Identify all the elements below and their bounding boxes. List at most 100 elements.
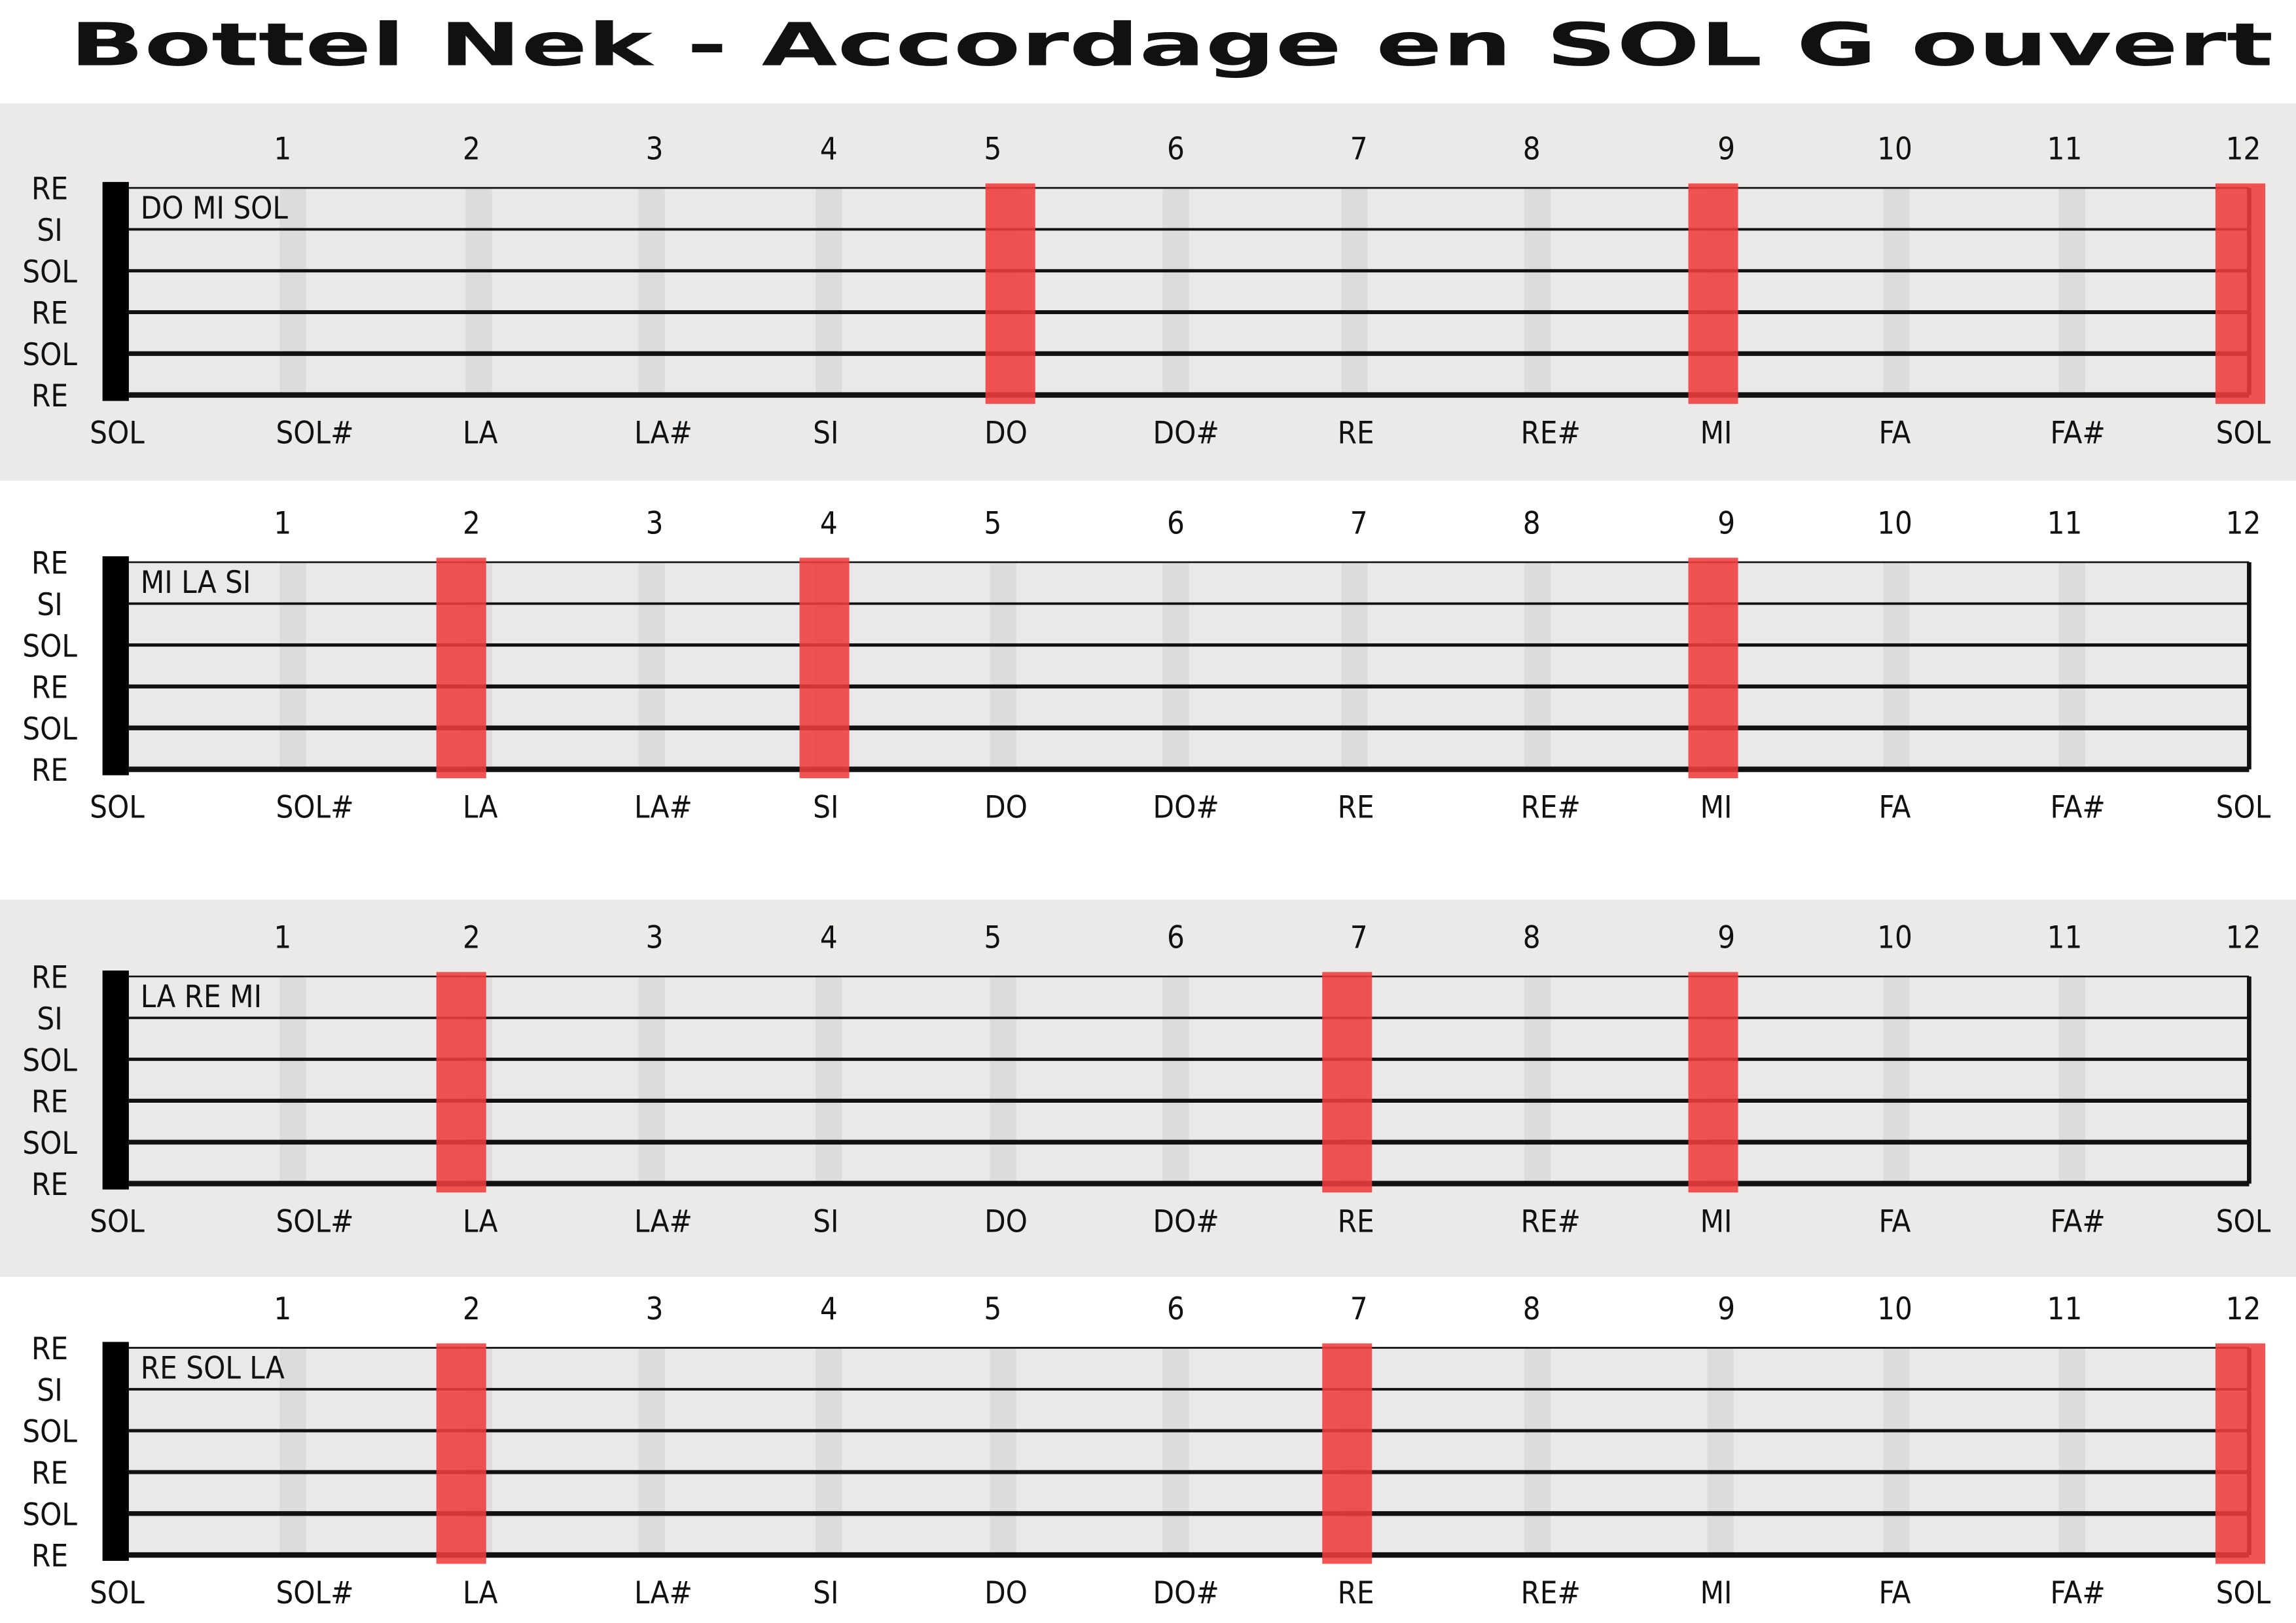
note-label: DO [984, 789, 1028, 825]
fret-marker [1524, 562, 1551, 770]
fret-number: 2 [463, 1291, 480, 1327]
fret-marker [1524, 188, 1551, 395]
fret-number: 11 [2047, 505, 2083, 541]
fret-marker [1883, 976, 1910, 1184]
fret-number: 9 [1717, 505, 1735, 541]
note-label: FA# [2050, 1204, 2105, 1240]
string-label: RE [31, 1455, 68, 1491]
fret-number: 2 [463, 919, 480, 955]
highlight [436, 972, 486, 1193]
string-label: RE [31, 378, 68, 414]
fret-marker [279, 188, 306, 395]
string-label: SOL [22, 1043, 77, 1079]
fret-number: 2 [463, 505, 480, 541]
note-label: RE [1338, 1575, 1374, 1611]
string-label: RE [31, 959, 68, 995]
highlight [436, 558, 486, 779]
note-label: MI [1700, 789, 1732, 825]
fret-number: 11 [2047, 131, 2083, 167]
note-label: FA# [2050, 1575, 2105, 1611]
string-label: SOL [22, 254, 77, 290]
fret-marker [1162, 1347, 1189, 1556]
string-label: SI [37, 213, 62, 249]
fret-number: 4 [820, 919, 838, 955]
fret-marker [1883, 562, 1910, 770]
note-label: SOL [90, 1204, 145, 1240]
fret-marker [638, 188, 665, 395]
string-label: RE [31, 1331, 68, 1367]
note-label: SI [813, 789, 838, 825]
note-label: FA# [2050, 789, 2105, 825]
fret-marker [1883, 188, 1910, 395]
note-label: SOL [90, 415, 145, 451]
note-label: RE# [1521, 415, 1581, 451]
string-label: SOL [22, 1126, 77, 1162]
string-label: SOL [22, 337, 77, 373]
fret-number: 6 [1167, 131, 1185, 167]
highlight [985, 183, 1035, 404]
note-label: RE# [1521, 1575, 1581, 1611]
fret-marker [1341, 562, 1368, 770]
fret-number: 9 [1717, 919, 1735, 955]
fret-marker [279, 562, 306, 770]
string-label: SOL [22, 628, 77, 664]
fret-number: 10 [1877, 919, 1912, 955]
note-label: FA# [2050, 415, 2105, 451]
chord-label: LA RE MI [141, 979, 262, 1015]
chord-label: RE SOL LA [141, 1350, 285, 1386]
fret-number: 12 [2226, 131, 2261, 167]
fret-number: 8 [1523, 131, 1541, 167]
note-label: MI [1700, 1204, 1732, 1240]
fret-number: 10 [1877, 1291, 1912, 1327]
fret-marker [2058, 188, 2085, 395]
fret-number: 1 [274, 131, 291, 167]
highlight [436, 1343, 486, 1564]
fret-number: 8 [1523, 919, 1541, 955]
highlight [1688, 972, 1738, 1193]
fret-marker [1524, 1347, 1551, 1556]
fret-number: 9 [1717, 1291, 1735, 1327]
highlight [1688, 183, 1738, 404]
string-label: SI [37, 587, 62, 623]
fret-number: 6 [1167, 1291, 1185, 1327]
fret-number: 12 [2226, 505, 2261, 541]
note-label: RE [1338, 1204, 1374, 1240]
string-label: RE [31, 1538, 68, 1574]
note-label: SOL# [276, 1204, 353, 1240]
fret-marker [816, 1347, 842, 1556]
note-label: SI [813, 1204, 838, 1240]
fret-marker [1162, 562, 1189, 770]
string-label: SI [37, 1001, 62, 1037]
note-label: RE [1338, 789, 1374, 825]
fret-marker [1707, 1347, 1734, 1556]
note-label: SOL [2216, 1204, 2271, 1240]
note-label: LA [463, 1575, 498, 1611]
note-label: FA [1879, 1204, 1911, 1240]
fret-number: 5 [984, 131, 1001, 167]
note-label: LA [463, 1204, 498, 1240]
note-label: DO# [1153, 415, 1219, 451]
fret-number: 4 [820, 131, 838, 167]
highlight [1688, 558, 1738, 779]
string-label: SOL [22, 1497, 77, 1533]
fretboard [128, 188, 2250, 395]
fret-number: 5 [984, 505, 1001, 541]
note-label: DO# [1153, 1575, 1219, 1611]
fret-number: 1 [274, 1291, 291, 1327]
fret-marker [1524, 976, 1551, 1184]
fret-marker [638, 1347, 665, 1556]
nut [102, 556, 129, 776]
fret-marker [816, 188, 842, 395]
fret-number: 12 [2226, 919, 2261, 955]
fret-number: 10 [1877, 505, 1912, 541]
highlight [799, 558, 850, 779]
highlight [1322, 1343, 1372, 1564]
note-label: SOL [90, 1575, 145, 1611]
fret-number: 4 [820, 505, 838, 541]
fret-number: 5 [984, 919, 1001, 955]
fret-marker [279, 976, 306, 1184]
chord-label: MI LA SI [141, 565, 251, 601]
fret-number: 9 [1717, 131, 1735, 167]
note-label: LA# [634, 415, 692, 451]
fret-number: 5 [984, 1291, 1001, 1327]
